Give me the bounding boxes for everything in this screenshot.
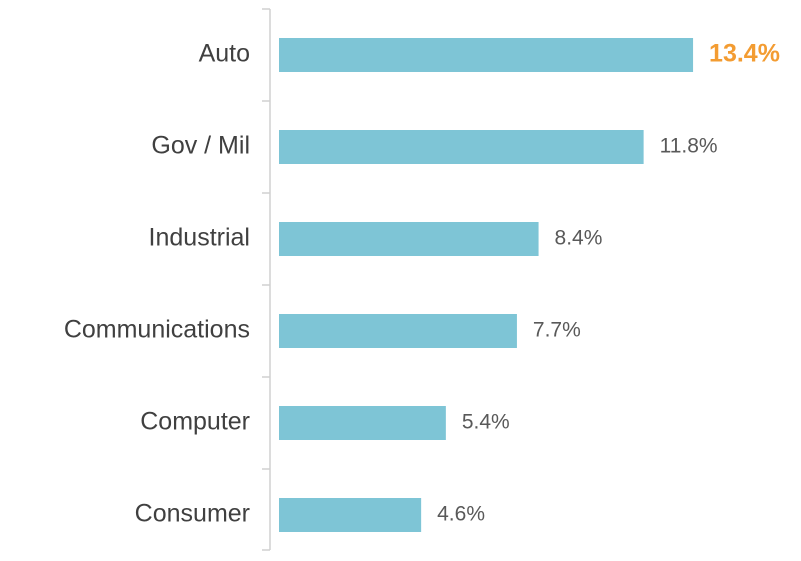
value-label: 13.4% [709,40,780,68]
category-label: Consumer [135,500,250,528]
category-label: Computer [140,408,250,436]
value-label: 5.4% [462,411,510,434]
category-label: Communications [64,316,250,344]
bar [279,38,694,72]
value-label: 11.8% [660,135,718,158]
bar [279,406,446,440]
bar [279,498,422,532]
bar [279,222,539,256]
category-label: Gov / Mil [151,132,250,160]
category-label: Industrial [149,224,250,252]
value-label: 7.7% [533,319,581,342]
category-label: Auto [199,40,250,68]
value-label: 8.4% [555,227,603,250]
bar [279,314,517,348]
value-label: 4.6% [437,503,485,526]
bar [279,130,644,164]
